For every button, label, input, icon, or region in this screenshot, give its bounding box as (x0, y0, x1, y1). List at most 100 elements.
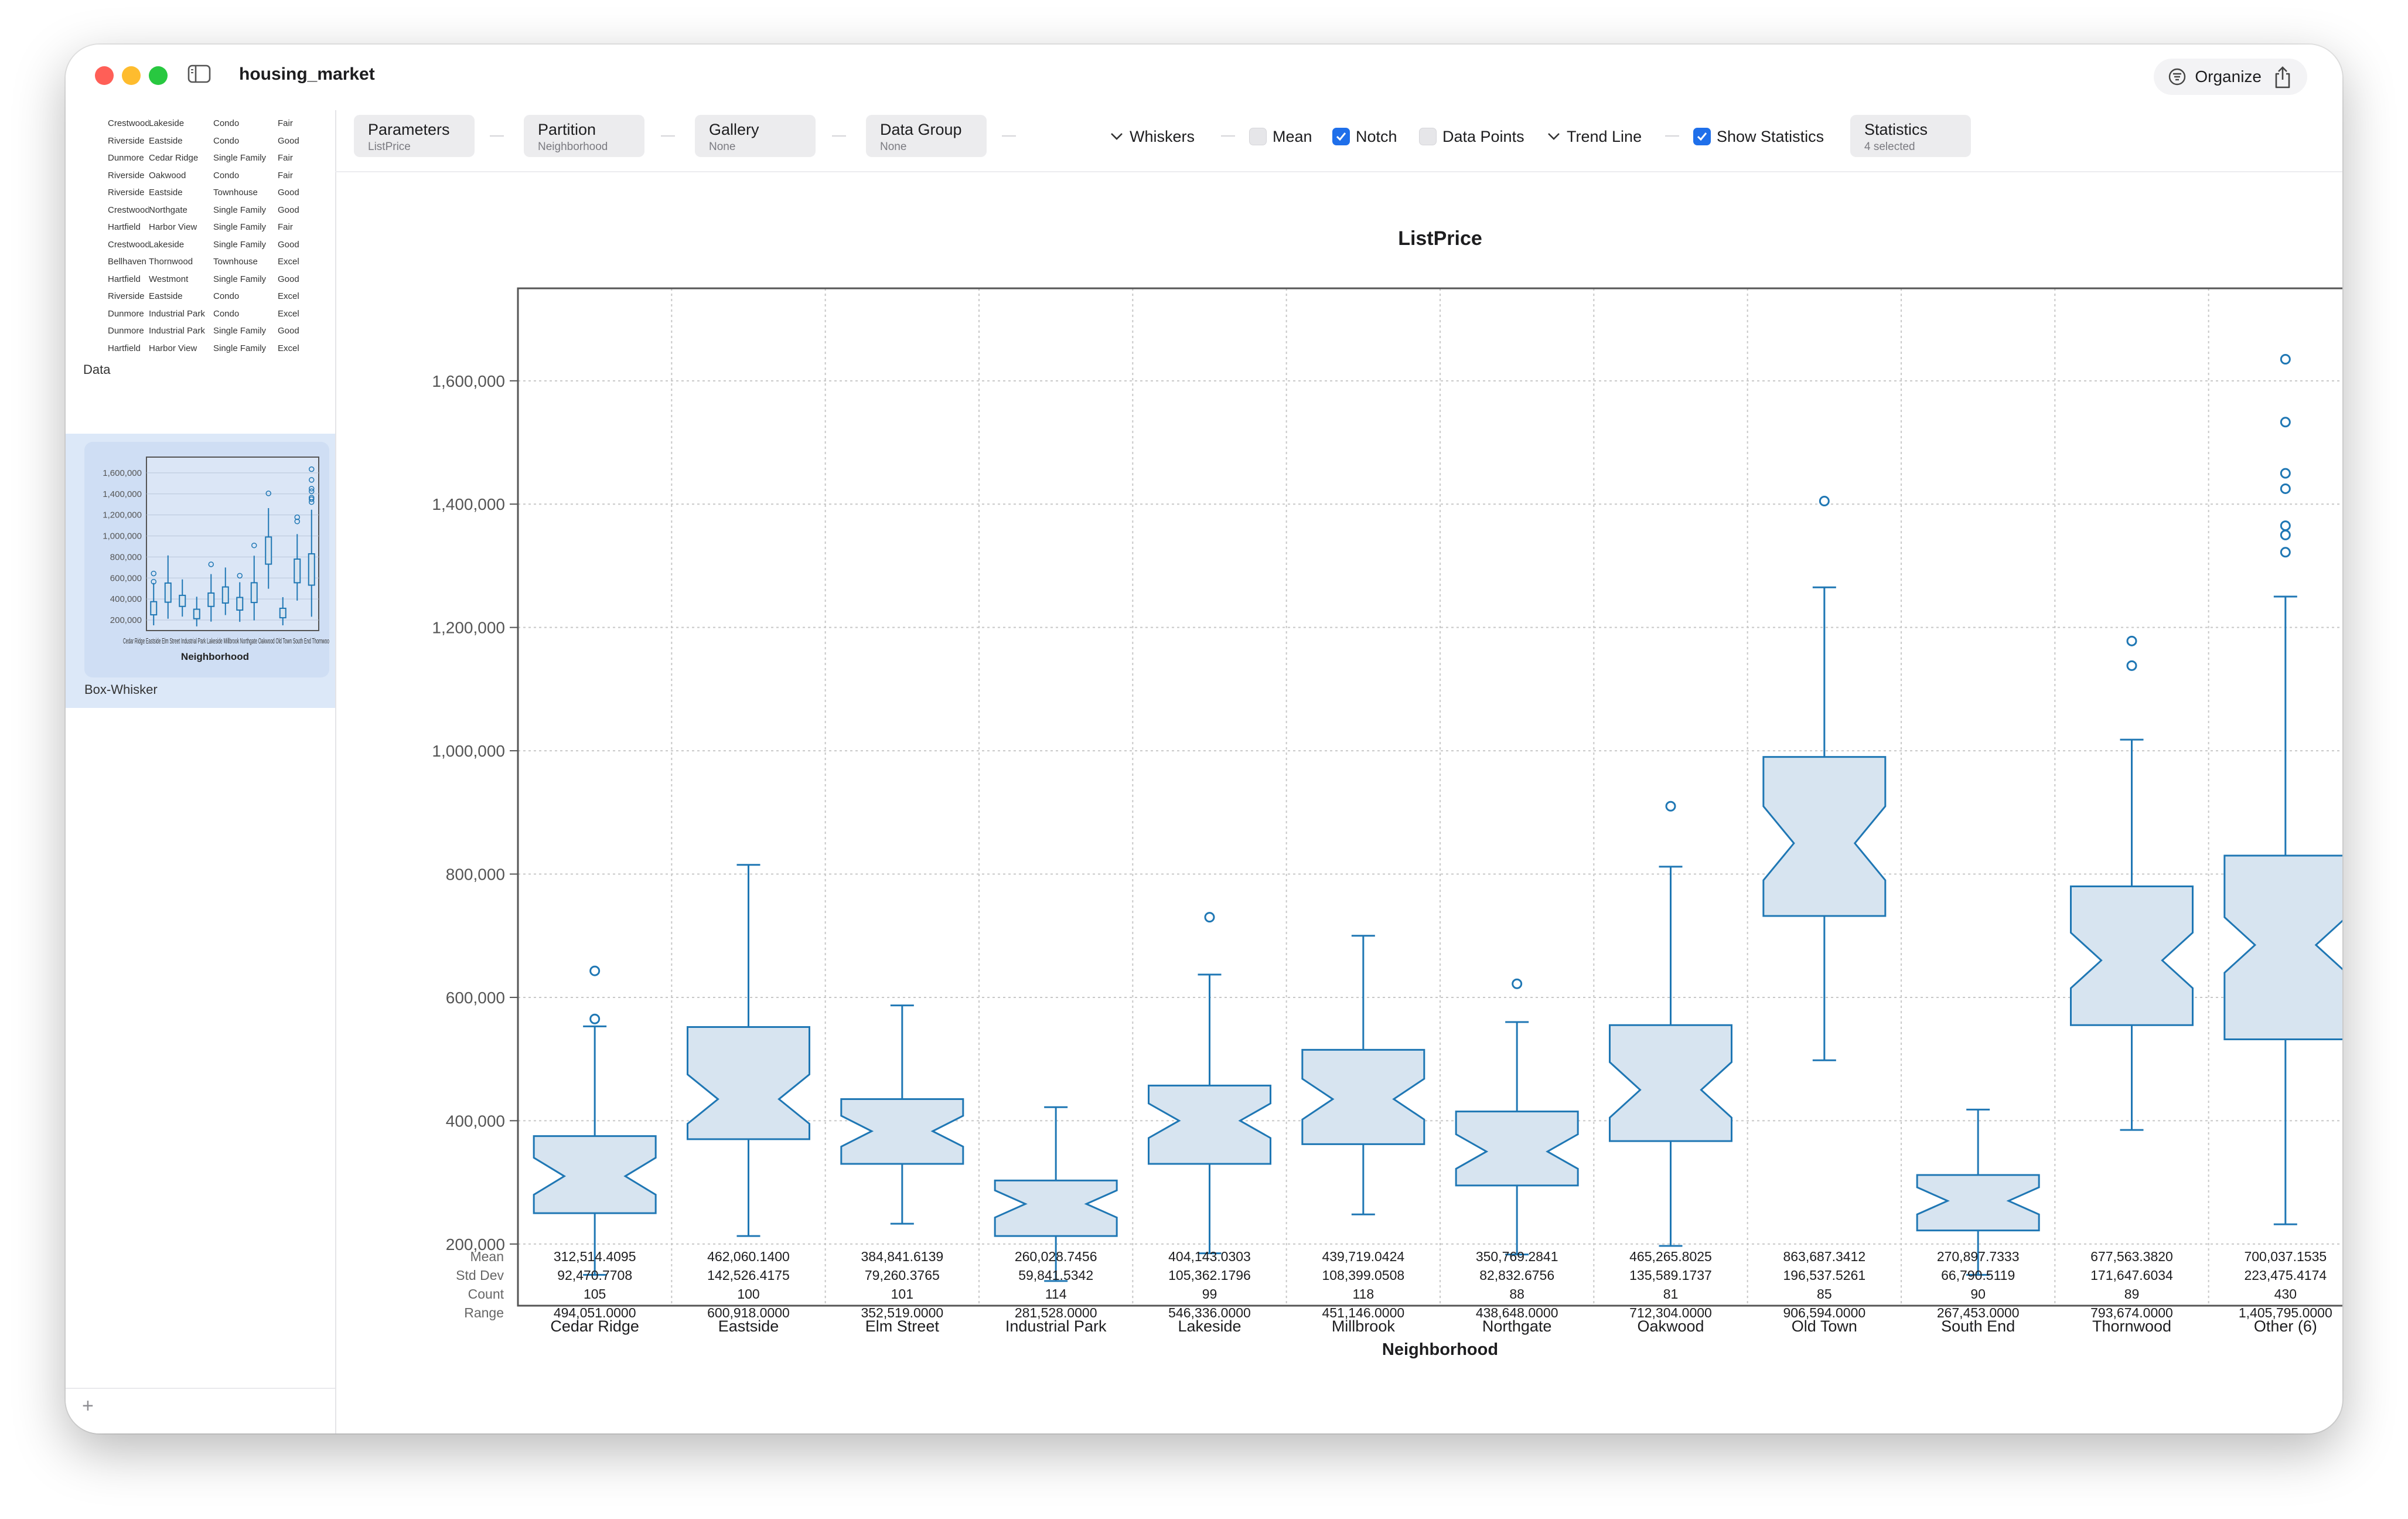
outlier-point (589, 1013, 601, 1024)
stats-value: 118 (1352, 1286, 1374, 1302)
data-table-cell: Fair (278, 170, 293, 180)
minimize-window-button[interactable] (122, 66, 141, 85)
thumb-box (265, 491, 272, 589)
partition-popup[interactable]: Partition Neighborhood (524, 115, 644, 157)
stats-value: 92,470.7708 (557, 1268, 632, 1283)
thumb-box (221, 567, 229, 615)
mean-toggle[interactable]: Mean (1249, 125, 1312, 148)
x-tick-label: Other (6) (2254, 1317, 2317, 1335)
outlier-point (589, 965, 601, 976)
show-statistics-checkbox[interactable] (1693, 128, 1711, 145)
y-tick-label: 200,000 (446, 1235, 505, 1254)
trend-line-menu[interactable]: Trend Line (1547, 125, 1642, 148)
title-bar: housing_market Organize (66, 45, 2342, 110)
statistics-popup[interactable]: Statistics 4 selected (1850, 115, 1971, 157)
data-table-row: Riverside Oakwood Condo Fair (83, 167, 328, 185)
thumb-x-tick-labels: Cedar Ridge Eastside Elm Street Industri… (123, 636, 329, 645)
data-table-cell: Single Family (213, 326, 267, 336)
stats-value: 59,841.5342 (1018, 1268, 1093, 1283)
notched-box (1301, 1048, 1425, 1145)
stats-value: 281,528.0000 (1015, 1305, 1097, 1320)
stats-value: 267,453.0000 (1937, 1305, 2020, 1320)
notch-checkbox[interactable] (1332, 128, 1350, 145)
zoom-window-button[interactable] (149, 66, 168, 85)
notched-box (533, 1135, 657, 1214)
notch-toggle[interactable]: Notch (1332, 125, 1397, 148)
data-table-cell: Excel (278, 308, 299, 319)
close-window-button[interactable] (95, 66, 114, 85)
data-table-cell: Fair (278, 153, 293, 164)
notched-box (994, 1179, 1118, 1237)
sidebar-toggle-icon[interactable] (187, 64, 211, 84)
data-table-cell: Hartfield (108, 222, 141, 233)
outlier-point (2280, 353, 2291, 365)
y-tick-label: 1,600,000 (432, 372, 505, 390)
thumb-box (308, 466, 315, 617)
sidebar-item-data-label[interactable]: Data (83, 362, 111, 377)
data-table-cell: Eastside (149, 135, 183, 146)
data-table-cell: Dunmore (108, 326, 144, 336)
stats-value: 439,719.0424 (1322, 1249, 1404, 1264)
data-table-cell: Good (278, 239, 299, 250)
add-item-button[interactable]: + (82, 1395, 94, 1417)
data-points-toggle[interactable]: Data Points (1419, 125, 1524, 148)
thumb-box-rect (164, 582, 172, 603)
partition-value: Neighborhood (538, 141, 608, 153)
stats-value: 260,028.7456 (1015, 1249, 1097, 1264)
outlier-point (2280, 417, 2291, 428)
sidebar-item-box-whisker[interactable]: 200,000 400,000 600,000 800,000 1,000,000 1,2… (66, 434, 342, 708)
thumb-outlier (265, 491, 271, 496)
outlier-point (2126, 635, 2137, 646)
data-table-cell: Single Family (213, 274, 267, 284)
stats-value: 135,589.1737 (1629, 1268, 1712, 1283)
whiskers-menu[interactable]: Whiskers (1110, 125, 1195, 148)
x-tick-label: Thornwood (2092, 1317, 2171, 1335)
thumb-y-tick-label: 200,000 (110, 615, 142, 625)
thumb-outlier (151, 570, 156, 577)
thumb-box (294, 514, 301, 601)
notch-label: Notch (1356, 127, 1397, 145)
data-table-cell: Eastside (149, 188, 183, 198)
parameters-popup[interactable]: Parameters ListPrice (354, 115, 475, 157)
stats-value: 89 (2124, 1286, 2140, 1302)
stats-value: 793,674.0000 (2090, 1305, 2173, 1320)
data-table-cell: Townhouse (213, 257, 258, 267)
statistics-value: 4 selected (1864, 141, 1915, 153)
data-table-thumbnail[interactable]: Crestwood Lakeside Condo Fair Riverside Easts… (83, 115, 328, 356)
x-tick-label: Eastside (718, 1317, 779, 1335)
data-table-row: Hartfield Harbor View Single Family Excel (83, 340, 328, 357)
mean-checkbox[interactable] (1249, 128, 1267, 145)
data-table-cell: Hartfield (108, 274, 141, 284)
notched-box (1762, 756, 1887, 917)
stats-value: 404,143.0303 (1168, 1249, 1251, 1264)
checkmark-icon (1336, 132, 1346, 141)
data-points-checkbox[interactable] (1419, 128, 1437, 145)
data-table-cell: Townhouse (213, 188, 258, 198)
x-tick-label: Old Town (1792, 1317, 1857, 1335)
data-table-cell: Thornwood (149, 257, 193, 267)
stats-value: 677,563.3820 (2090, 1249, 2173, 1264)
data-table-cell: Oakwood (149, 170, 186, 180)
share-icon[interactable] (2272, 66, 2293, 89)
thumb-box-rect (179, 594, 186, 607)
data-table-cell: Riverside (108, 188, 145, 198)
thumb-outlier (151, 578, 156, 585)
statistics-title: Statistics (1864, 121, 1928, 138)
show-statistics-toggle[interactable]: Show Statistics (1693, 125, 1824, 148)
stats-value: 171,647.6034 (2090, 1268, 2173, 1283)
toolbar-separator (661, 135, 675, 137)
outlier-point (2280, 529, 2291, 540)
thumb-outlier (309, 495, 315, 500)
y-tick-label: 1,400,000 (432, 495, 505, 513)
toolbar: Parameters ListPrice Partition Neighborh… (335, 110, 2342, 172)
plot-frame (517, 287, 2342, 1307)
thumb-box (279, 597, 286, 626)
x-tick-label: Oakwood (1637, 1317, 1704, 1335)
data-table-row: Dunmore Industrial Park Single Family Good (83, 322, 328, 340)
box-whisker-chart[interactable]: ListPrice 200,000 400,000 600,000 800,000 1,0… (335, 172, 2342, 1433)
thumb-outlier (237, 573, 243, 579)
organize-button[interactable]: Organize (2154, 59, 2307, 95)
gallery-popup[interactable]: Gallery None (695, 115, 816, 157)
data-group-popup[interactable]: Data Group None (866, 115, 987, 157)
sidebar-item-box-whisker-label: Box-Whisker (84, 682, 158, 697)
